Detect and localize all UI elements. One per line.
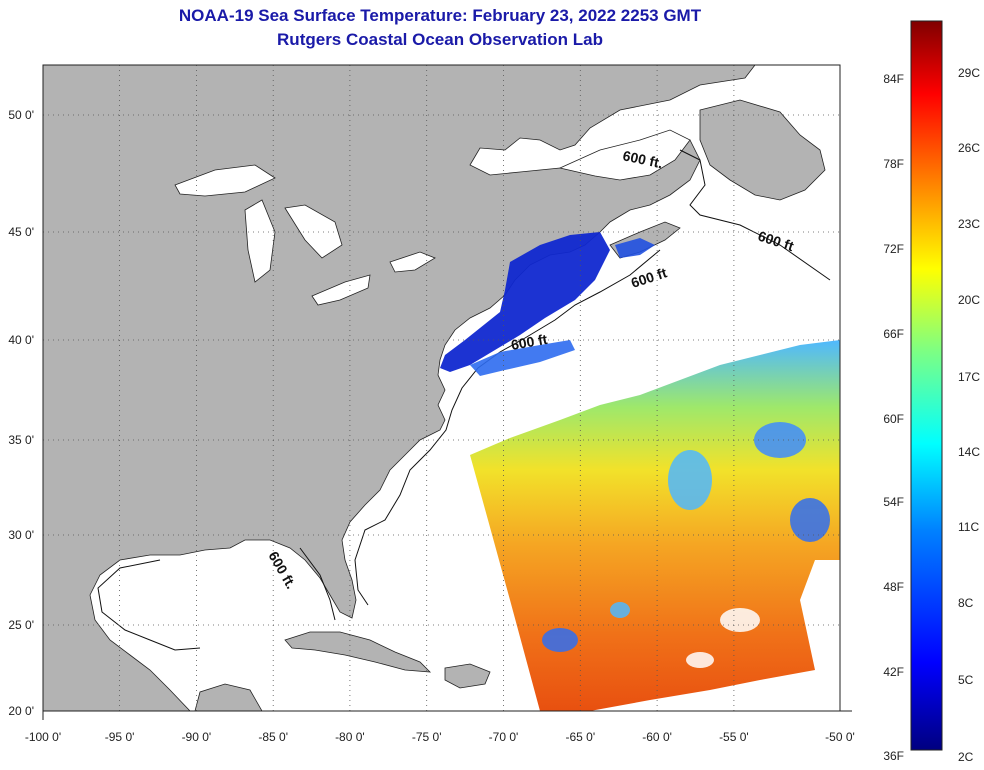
lat-tick: 45 0' — [8, 225, 34, 239]
colorbar-f-tick: 72F — [883, 242, 904, 256]
colorbar-c-tick: 20C — [958, 293, 980, 307]
lon-tick: -75 0' — [412, 730, 442, 744]
lon-tick: -50 0' — [825, 730, 855, 744]
sst-cold-patch-ns — [615, 238, 655, 258]
st-lawrence-water — [558, 129, 691, 181]
north-america-land — [43, 65, 756, 711]
colorbar-c-tick: 23C — [958, 217, 980, 231]
colorbar-f-tick: 84F — [883, 72, 904, 86]
colorbar-f-tick: 48F — [883, 580, 904, 594]
colorbar-c-tick: 8C — [958, 596, 974, 610]
longitude-axis: -100 0' -95 0' -90 0' -85 0' -80 0' -75 … — [25, 730, 855, 744]
hispaniola-land — [444, 663, 491, 689]
great-lakes — [174, 164, 436, 306]
map-title: NOAA-19 Sea Surface Temperature: Februar… — [178, 6, 702, 25]
colorbar — [910, 20, 943, 751]
colorbar-c-tick: 17C — [958, 370, 980, 384]
lon-tick: -55 0' — [719, 730, 749, 744]
colorbar-f-tick: 36F — [883, 749, 904, 763]
lon-tick: -70 0' — [489, 730, 519, 744]
colorbar-c-tick: 29C — [958, 66, 980, 80]
lat-tick: 25 0' — [8, 618, 34, 632]
lon-tick: -90 0' — [182, 730, 212, 744]
colorbar-c-tick: 14C — [958, 445, 980, 459]
lat-tick: 40 0' — [8, 333, 34, 347]
cuba-land — [284, 631, 432, 673]
lat-tick: 30 0' — [8, 528, 34, 542]
yucatan-land — [194, 683, 263, 711]
sst-cold-region — [440, 232, 610, 372]
colorbar-c-tick: 11C — [958, 520, 979, 534]
sst-cool-patches — [542, 422, 830, 668]
lat-tick: 50 0' — [8, 108, 34, 122]
colorbar-c-tick: 26C — [958, 141, 980, 155]
sst-cool-fringe — [470, 340, 575, 376]
colorbar-celsius-scale: 29C 26C 23C 20C 17C 14C 11C 8C 5C 2C — [958, 66, 980, 764]
colorbar-f-tick: 78F — [883, 157, 904, 171]
colorbar-f-tick: 54F — [883, 495, 904, 509]
newfoundland-land — [699, 99, 826, 201]
latitude-axis: 50 0' 45 0' 40 0' 35 0' 30 0' 25 0' 20 0… — [8, 108, 34, 718]
lon-tick: -65 0' — [565, 730, 595, 744]
lat-tick: 20 0' — [8, 704, 34, 718]
lon-tick: -85 0' — [258, 730, 288, 744]
lat-tick: 35 0' — [8, 433, 34, 447]
contour-label: 600 ft — [510, 331, 549, 353]
colorbar-fahrenheit-scale: 84F 78F 72F 66F 60F 54F 48F 42F 36F — [883, 72, 904, 763]
colorbar-c-tick: 2C — [958, 750, 974, 764]
lon-tick: -100 0' — [25, 730, 61, 744]
colorbar-f-tick: 42F — [883, 665, 904, 679]
colorbar-c-tick: 5C — [958, 673, 974, 687]
colorbar-f-tick: 66F — [883, 327, 904, 341]
lon-tick: -60 0' — [642, 730, 672, 744]
map-subtitle: Rutgers Coastal Ocean Observation Lab — [277, 30, 603, 49]
lon-tick: -95 0' — [105, 730, 135, 744]
depth-contour-600ft — [97, 149, 831, 651]
colorbar-f-tick: 60F — [883, 412, 904, 426]
lon-tick: -80 0' — [335, 730, 365, 744]
